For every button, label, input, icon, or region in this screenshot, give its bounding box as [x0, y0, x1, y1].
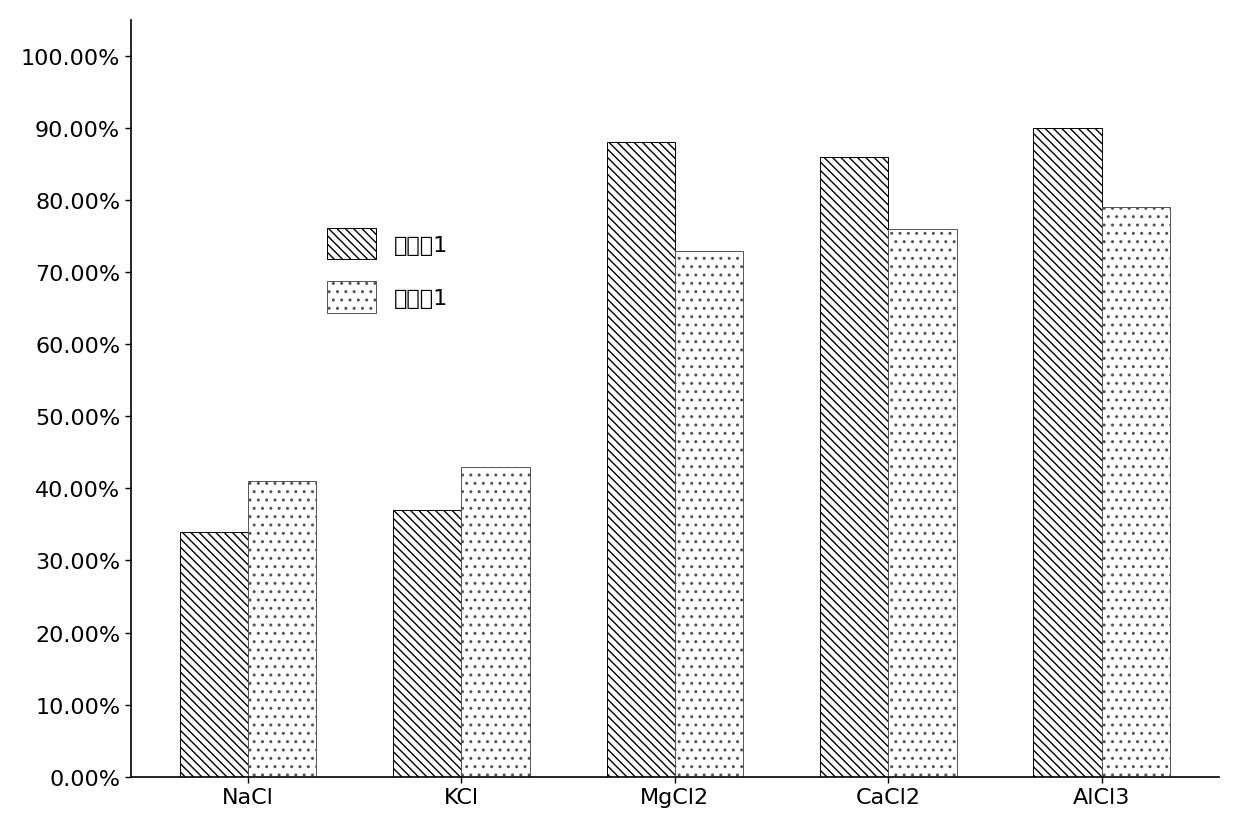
Bar [393, 510, 461, 777]
Bar [820, 157, 888, 777]
Bar [888, 229, 956, 777]
Bar [248, 482, 316, 777]
Bar [180, 532, 248, 777]
Bar [1033, 129, 1102, 777]
Bar [675, 251, 743, 777]
Bar [461, 467, 529, 777]
Legend: 实施例1, 对照例1: 实施例1, 对照例1 [327, 229, 448, 314]
Bar [606, 143, 675, 777]
Bar [1102, 208, 1171, 777]
